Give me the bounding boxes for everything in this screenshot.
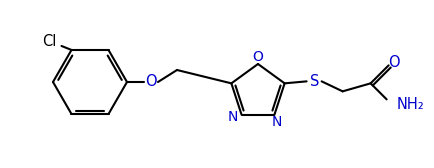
Text: N: N [227,110,238,124]
Text: O: O [145,74,157,90]
Text: NH₂: NH₂ [397,97,424,112]
Text: S: S [310,74,319,89]
Text: O: O [388,55,399,70]
Text: Cl: Cl [42,34,57,49]
Text: N: N [271,115,282,129]
Text: O: O [253,50,263,64]
